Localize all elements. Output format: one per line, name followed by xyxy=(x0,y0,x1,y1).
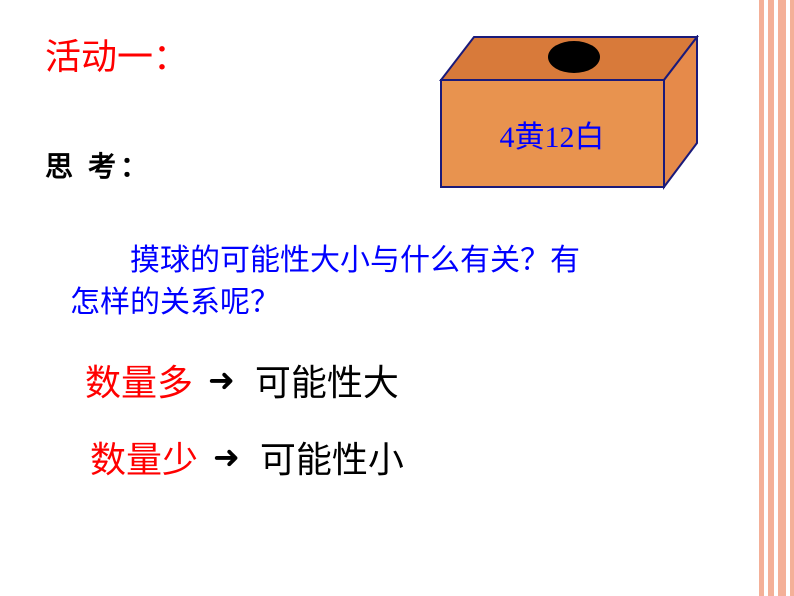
relation1-right: 可能性大 xyxy=(255,354,399,406)
arrow-icon: ➜ xyxy=(208,361,235,399)
box-hole xyxy=(548,41,600,73)
box-svg: 4黄12白 xyxy=(439,35,699,190)
right-stripe-decoration xyxy=(759,0,794,596)
relation1-left: 数量多 xyxy=(85,354,193,406)
stripe xyxy=(778,0,786,596)
arrow-icon: ➜ xyxy=(213,438,240,476)
question-text: 摸球的可能性大小与什么有关？有 怎样的关系呢？ xyxy=(70,240,729,324)
box-diagram: 4黄12白 xyxy=(439,35,699,185)
relation2-left: 数量少 xyxy=(90,431,198,483)
slide-content: 活动一： 4黄12白 思 考： 摸球的可能性大小与什么有关？有 怎样的关系呢？ … xyxy=(0,0,759,596)
relation2-right: 可能性小 xyxy=(260,431,404,483)
question-line2: 怎样的关系呢？ xyxy=(70,282,729,324)
question-line1: 摸球的可能性大小与什么有关？有 xyxy=(70,240,729,282)
relation-row-1: 数量多 ➜ 可能性大 xyxy=(85,354,729,406)
stripe xyxy=(790,0,794,596)
relation-row-2: 数量少 ➜ 可能性小 xyxy=(90,431,729,483)
box-label: 4黄12白 xyxy=(500,121,605,154)
